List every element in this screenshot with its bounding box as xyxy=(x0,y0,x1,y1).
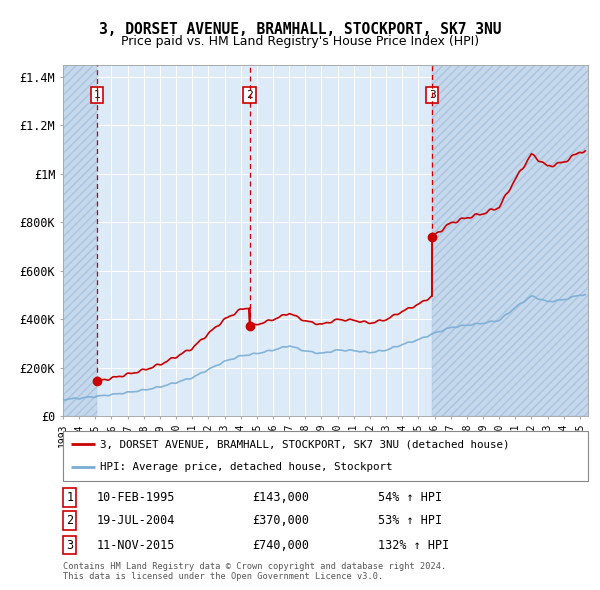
Text: 132% ↑ HPI: 132% ↑ HPI xyxy=(378,539,449,552)
Text: 11-NOV-2015: 11-NOV-2015 xyxy=(97,539,176,552)
Text: 19-JUL-2004: 19-JUL-2004 xyxy=(97,514,176,527)
Text: 10-FEB-1995: 10-FEB-1995 xyxy=(97,490,176,504)
Text: 1: 1 xyxy=(66,490,73,504)
Text: 3, DORSET AVENUE, BRAMHALL, STOCKPORT, SK7 3NU: 3, DORSET AVENUE, BRAMHALL, STOCKPORT, S… xyxy=(99,22,501,37)
Text: 3: 3 xyxy=(66,539,73,552)
Text: 2: 2 xyxy=(246,90,253,100)
Text: This data is licensed under the Open Government Licence v3.0.: This data is licensed under the Open Gov… xyxy=(63,572,383,581)
Text: 1: 1 xyxy=(94,90,100,100)
Text: HPI: Average price, detached house, Stockport: HPI: Average price, detached house, Stoc… xyxy=(100,463,392,473)
Text: 54% ↑ HPI: 54% ↑ HPI xyxy=(378,490,442,504)
Text: £370,000: £370,000 xyxy=(252,514,309,527)
FancyBboxPatch shape xyxy=(63,431,588,481)
Text: £740,000: £740,000 xyxy=(252,539,309,552)
Text: 53% ↑ HPI: 53% ↑ HPI xyxy=(378,514,442,527)
Text: 2: 2 xyxy=(66,514,73,527)
Text: Price paid vs. HM Land Registry's House Price Index (HPI): Price paid vs. HM Land Registry's House … xyxy=(121,35,479,48)
Text: 3, DORSET AVENUE, BRAMHALL, STOCKPORT, SK7 3NU (detached house): 3, DORSET AVENUE, BRAMHALL, STOCKPORT, S… xyxy=(100,439,509,449)
Text: Contains HM Land Registry data © Crown copyright and database right 2024.: Contains HM Land Registry data © Crown c… xyxy=(63,562,446,571)
Text: £143,000: £143,000 xyxy=(252,490,309,504)
Text: 3: 3 xyxy=(429,90,436,100)
